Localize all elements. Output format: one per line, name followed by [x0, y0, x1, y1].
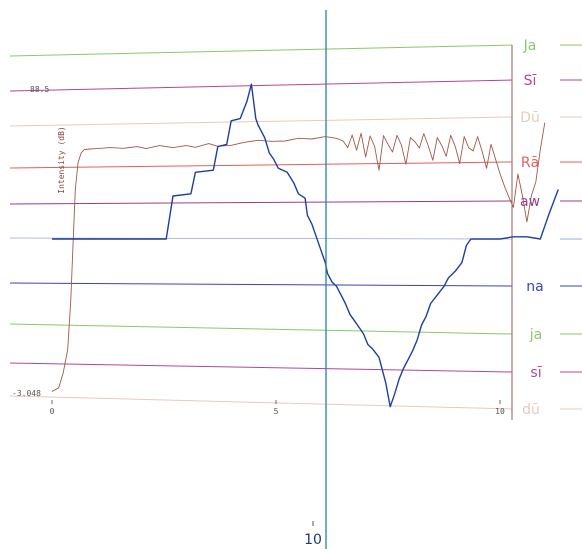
pitch-line [9, 161, 513, 169]
pitch-line [9, 362, 513, 373]
pitch-line [9, 395, 513, 410]
intensity-line [51, 122, 546, 392]
playhead-label: 10 [304, 532, 322, 548]
x-tick-label: 0 [50, 407, 55, 416]
pitch-line [9, 200, 513, 205]
pitch-line-label: sī [530, 365, 541, 381]
x-tick-label: 5 [274, 407, 279, 416]
pitch-line [9, 282, 513, 287]
pitch-line [9, 79, 513, 92]
axes: 88.5 -3.048 Intensity (dB) [12, 45, 513, 420]
pitch-line-label: dū [522, 402, 540, 418]
pitch-line-label: Sī [524, 73, 537, 89]
pitch-line [9, 323, 513, 335]
series [51, 83, 559, 408]
y-min-label: -3.048 [12, 389, 41, 398]
x-tick-label: 10 [495, 407, 505, 416]
x-axis-ticks: 0 5 10 [50, 400, 505, 416]
pitch-line-label: Rā [521, 155, 539, 171]
pitch-line [9, 237, 513, 240]
pitch-line [9, 116, 513, 127]
pitch-line-label: na [526, 279, 543, 295]
pitch-line [9, 44, 513, 57]
playhead-cursor[interactable]: 10 [304, 10, 327, 549]
y-max-label: 88.5 [30, 85, 49, 94]
y-axis-title: Intensity (dB) [57, 126, 66, 193]
pitch-line-label: ja [529, 327, 542, 343]
pitch-line-label: Ja [523, 38, 537, 54]
pitch-line-label: Dū [520, 110, 540, 126]
pitch-contour-line [52, 83, 559, 408]
